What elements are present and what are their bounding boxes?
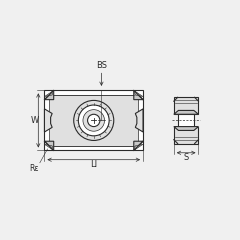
Polygon shape — [44, 141, 54, 150]
Circle shape — [74, 100, 114, 140]
Polygon shape — [44, 90, 54, 96]
Polygon shape — [44, 90, 54, 100]
Text: Rε: Rε — [29, 164, 38, 174]
Polygon shape — [174, 110, 198, 114]
Circle shape — [83, 110, 105, 131]
Polygon shape — [135, 109, 143, 132]
Circle shape — [78, 105, 109, 136]
Bar — [44, 90, 143, 150]
Polygon shape — [134, 141, 143, 150]
Bar — [174, 126, 198, 144]
Text: S: S — [184, 153, 189, 162]
Bar — [178, 114, 194, 126]
Polygon shape — [134, 90, 143, 96]
Circle shape — [88, 114, 100, 126]
Text: W: W — [30, 116, 39, 125]
Polygon shape — [134, 144, 143, 150]
Polygon shape — [44, 109, 52, 132]
Text: LI: LI — [90, 160, 97, 169]
Text: BS: BS — [96, 61, 107, 70]
Polygon shape — [44, 144, 54, 150]
Polygon shape — [174, 126, 198, 131]
Bar — [174, 97, 198, 114]
Bar — [49, 95, 138, 146]
Polygon shape — [134, 90, 143, 100]
